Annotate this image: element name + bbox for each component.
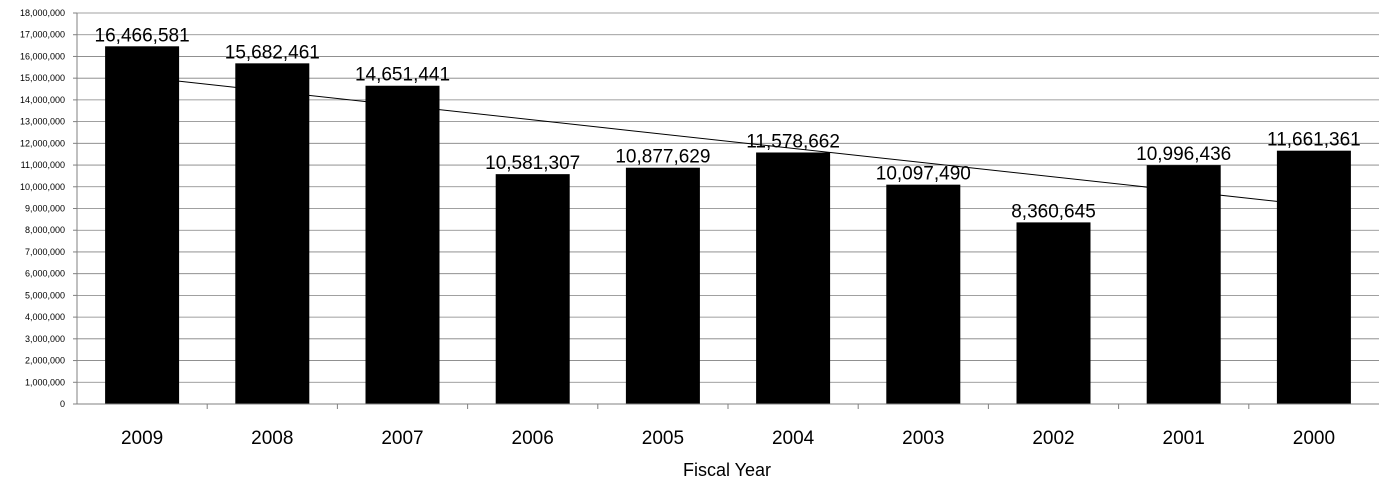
- y-tick-label: 13,000,000: [20, 117, 65, 127]
- data-label: 11,661,361: [1267, 130, 1361, 151]
- data-label: 10,097,490: [876, 164, 971, 185]
- bar: [1016, 222, 1091, 404]
- data-label: 10,877,629: [615, 147, 710, 168]
- y-axis: 0 1,000,000 2,000,000 3,000,000 4,000,000 5,0…: [20, 8, 78, 409]
- x-tick-label: 2002: [1032, 428, 1074, 449]
- bar: [1276, 150, 1351, 404]
- y-tick-label: 2,000,000: [25, 356, 65, 366]
- y-tick-label: 12,000,000: [20, 138, 65, 148]
- bar: [1146, 165, 1221, 404]
- y-tick-label: 4,000,000: [25, 312, 65, 322]
- bar: [886, 184, 961, 404]
- data-labels: 16,466,581 15,682,461 14,651,441 10,581,307…: [95, 25, 1361, 222]
- y-tick-label: 18,000,000: [20, 8, 65, 18]
- x-tick-label: 2008: [251, 428, 293, 449]
- x-tick-label: 2005: [642, 428, 684, 449]
- trendline-line: [142, 76, 1314, 206]
- y-tick-label: 9,000,000: [25, 204, 65, 214]
- bar: [495, 174, 570, 404]
- y-tick-label: 11,000,000: [21, 160, 65, 170]
- y-tick-label: 1,000,000: [25, 377, 65, 387]
- data-label: 10,581,307: [485, 153, 580, 174]
- y-tick-label: 16,000,000: [20, 51, 65, 61]
- trendline: [142, 76, 1314, 206]
- y-tick-label: 3,000,000: [25, 334, 65, 344]
- y-tick-label: 0: [60, 399, 65, 409]
- y-tick-label: 6,000,000: [25, 269, 65, 279]
- bar: [756, 152, 831, 404]
- y-tick-label: 17,000,000: [20, 30, 65, 40]
- bar: [105, 46, 180, 405]
- y-tick-label: 7,000,000: [25, 247, 65, 257]
- x-tick-label: 2006: [512, 428, 554, 449]
- x-tick-label: 2003: [902, 428, 944, 449]
- x-tick-label: 2000: [1293, 428, 1335, 449]
- data-label: 8,360,645: [1011, 201, 1096, 222]
- x-axis: 2009 2008 2007 2006 2005 2004 2003 2002 2001 2000: [77, 403, 1379, 449]
- y-tick-label: 5,000,000: [25, 290, 65, 300]
- x-tick-label: 2001: [1163, 428, 1205, 449]
- bar: [625, 167, 700, 404]
- data-label: 15,682,461: [225, 42, 320, 63]
- data-label: 16,466,581: [95, 25, 190, 46]
- bars: [105, 46, 1351, 405]
- data-label: 14,651,441: [355, 65, 450, 86]
- y-tick-label: 15,000,000: [20, 73, 65, 83]
- y-tick-label: 8,000,000: [25, 225, 65, 235]
- data-label: 10,996,436: [1136, 144, 1231, 165]
- y-tick-label: 14,000,000: [20, 95, 65, 105]
- data-label: 11,578,662: [746, 131, 840, 152]
- x-axis-title: Fiscal Year: [683, 460, 771, 480]
- x-tick-label: 2009: [121, 428, 163, 449]
- x-tick-label: 2004: [772, 428, 815, 449]
- y-tick-label: 10,000,000: [20, 182, 65, 192]
- bar: [235, 63, 310, 404]
- bar: [365, 85, 440, 404]
- x-tick-label: 2007: [381, 428, 423, 449]
